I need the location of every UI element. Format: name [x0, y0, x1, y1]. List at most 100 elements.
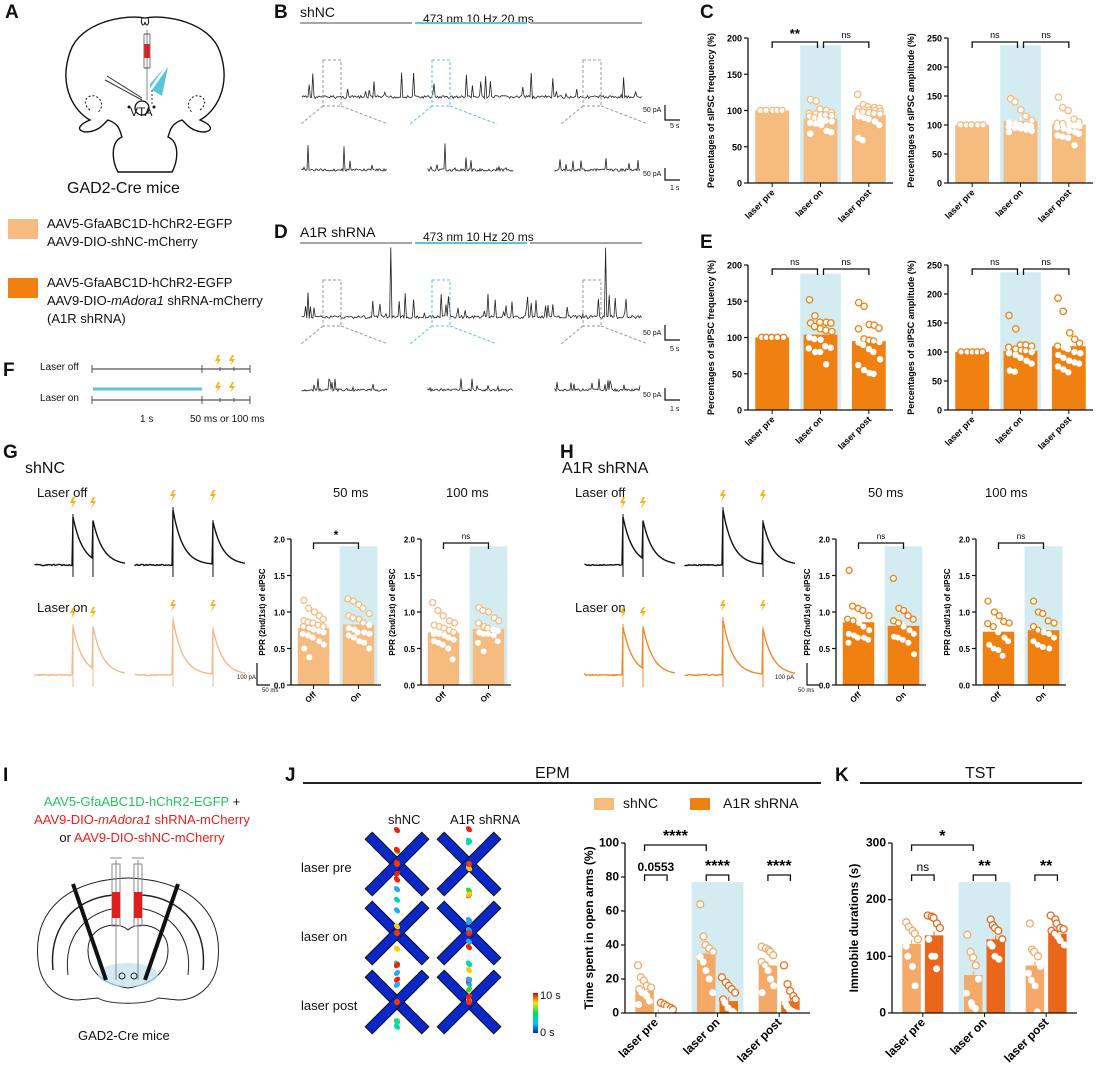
data-point [361, 629, 368, 636]
data-point [812, 348, 819, 356]
virus-text: shRNA-mCherry [150, 812, 250, 827]
data-point [805, 295, 814, 304]
j-legend-swatch-a1r [690, 798, 710, 810]
data-point [1017, 354, 1024, 361]
epm-heatmap-laser-post-a1r [436, 967, 502, 1035]
data-point [430, 630, 437, 637]
trace-on-100ms [684, 619, 796, 677]
lightning-bolt-icon [720, 600, 726, 612]
data-point [1044, 617, 1052, 625]
y-tick-label: 150 [927, 92, 942, 102]
bar-laser-pre [755, 337, 790, 410]
data-point [807, 130, 814, 137]
panel-label-g: G [3, 442, 18, 463]
data-point [913, 935, 923, 944]
data-point [479, 606, 487, 615]
heat-spot [465, 826, 473, 833]
data-point [791, 995, 800, 1004]
significance-bracket [822, 268, 870, 275]
scale-bar [256, 663, 270, 686]
legend-text: shRNA-mCherry [163, 293, 263, 308]
scale-bar-zoom [664, 168, 680, 181]
lightning-bolt-icon [720, 490, 726, 502]
colorbar-min-label: 0 s [540, 1027, 555, 1039]
data-point [906, 627, 913, 634]
panel-label-e: E [700, 232, 713, 253]
data-point [428, 598, 437, 607]
chart-h-100ms: 0.0 0.5 1.0 1.5 2.0 Off On PPR (2nd/1st) of eIP… [943, 532, 1066, 705]
data-point [811, 311, 819, 320]
data-point [696, 953, 704, 961]
virus-egfp: AAV5-GfaABC1D-hChR2-EGFP [43, 794, 229, 809]
scale-y-b-zoom: 50 pA [643, 171, 662, 178]
y-tick-label: 100 [927, 121, 942, 131]
x-tick-label: laser post [1036, 414, 1073, 451]
data-point [900, 623, 907, 630]
significance-label: * [939, 828, 946, 845]
data-point [870, 348, 877, 356]
protocol-diagram [91, 355, 251, 404]
data-point [860, 623, 867, 630]
data-point [439, 641, 446, 648]
data-point [1054, 132, 1061, 139]
bar-laser-pre-a1r-shrna [924, 935, 944, 1013]
lightning-bolt-icon [640, 497, 646, 509]
data-point [806, 334, 813, 341]
data-point [1054, 363, 1062, 370]
y-tick-label: 1.0 [404, 609, 416, 618]
lightning-bolt-icon [170, 600, 176, 612]
bar-laser-on-shnc [697, 953, 716, 1013]
data-point [643, 992, 651, 1000]
significance-label: ** [1040, 858, 1053, 875]
trace-off-50ms [584, 516, 676, 567]
data-point [1034, 626, 1042, 634]
epm-heatmaps [364, 826, 502, 1035]
data-point [1039, 609, 1047, 618]
data-point [1077, 350, 1084, 357]
tst-header-rule [860, 782, 1082, 784]
x-tick-label: On [1034, 690, 1048, 704]
chart-e-amplitude: 0 50 100 150 200 250 laser pre laser on laser po… [906, 257, 1093, 451]
data-point [971, 961, 980, 970]
data-point [484, 630, 491, 637]
epm-heatmap-laser-post-shnc [364, 969, 430, 1035]
data-point [1070, 335, 1079, 344]
data-point [1040, 629, 1047, 636]
data-point [483, 624, 492, 632]
significance-label: 0.0553 [637, 860, 674, 874]
data-point [709, 989, 717, 997]
data-point [822, 343, 829, 350]
chart-c-amplitude: 0 50 100 150 200 250 laser pre laser on laser po… [906, 30, 1093, 224]
data-point [758, 989, 766, 997]
h-chart-title-50: 50 ms [868, 485, 904, 500]
data-point [933, 965, 941, 973]
data-point [869, 337, 878, 345]
h-scale-x: 50 ms [798, 688, 815, 694]
y-axis-label: Percentages of sIPSC amplitude (%) [906, 33, 916, 188]
y-tick-label: 2.0 [959, 536, 971, 545]
data-point [1039, 644, 1046, 650]
epm-heatmap-laser-pre-a1r [436, 826, 502, 899]
data-point [899, 606, 908, 615]
zoom-trace-seg-pre [301, 378, 388, 393]
significance-bracket [1022, 41, 1070, 48]
data-point [1005, 638, 1012, 645]
data-point [1076, 123, 1083, 130]
y-tick-label: 0.5 [959, 645, 971, 654]
data-point [1053, 342, 1062, 351]
trace-on-50ms [584, 626, 676, 677]
epm-header-rule [303, 782, 821, 784]
lightning-bolt-icon [229, 355, 235, 366]
zoom-guide-line [600, 105, 649, 125]
zoom-window-box [322, 59, 342, 107]
data-point [474, 619, 483, 627]
data-point [350, 634, 357, 641]
lightning-bolt-icon [760, 600, 766, 612]
data-point [931, 952, 939, 960]
scale-x-b-zoom: 1 s [670, 185, 680, 192]
data-point [310, 608, 319, 616]
h-laser-off-label: Laser off [575, 485, 626, 500]
data-point [1075, 360, 1083, 367]
data-point [1023, 126, 1030, 133]
x-tick-label: laser on [947, 1015, 989, 1057]
